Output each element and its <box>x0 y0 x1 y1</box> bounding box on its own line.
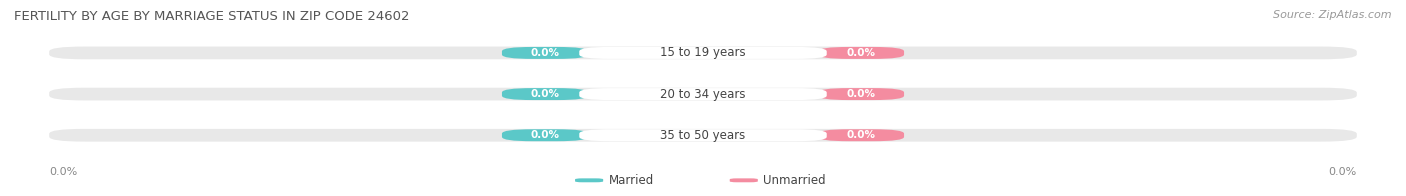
FancyBboxPatch shape <box>502 88 588 100</box>
FancyBboxPatch shape <box>818 88 904 100</box>
Text: Source: ZipAtlas.com: Source: ZipAtlas.com <box>1274 10 1392 20</box>
FancyBboxPatch shape <box>818 47 904 59</box>
FancyBboxPatch shape <box>49 47 1357 59</box>
FancyBboxPatch shape <box>579 47 827 59</box>
FancyBboxPatch shape <box>818 129 904 141</box>
Text: 35 to 50 years: 35 to 50 years <box>661 129 745 142</box>
FancyBboxPatch shape <box>575 178 603 182</box>
Text: 0.0%: 0.0% <box>846 130 876 140</box>
FancyBboxPatch shape <box>49 129 1357 142</box>
FancyBboxPatch shape <box>730 178 758 182</box>
Text: 0.0%: 0.0% <box>530 48 560 58</box>
FancyBboxPatch shape <box>579 129 827 141</box>
Text: 0.0%: 0.0% <box>49 167 77 178</box>
Text: 0.0%: 0.0% <box>846 48 876 58</box>
Text: FERTILITY BY AGE BY MARRIAGE STATUS IN ZIP CODE 24602: FERTILITY BY AGE BY MARRIAGE STATUS IN Z… <box>14 10 409 23</box>
Text: 0.0%: 0.0% <box>1329 167 1357 178</box>
FancyBboxPatch shape <box>579 88 827 100</box>
FancyBboxPatch shape <box>502 47 588 59</box>
Text: 15 to 19 years: 15 to 19 years <box>661 46 745 59</box>
Text: 0.0%: 0.0% <box>530 89 560 99</box>
Text: 0.0%: 0.0% <box>846 89 876 99</box>
Text: Unmarried: Unmarried <box>763 174 827 187</box>
FancyBboxPatch shape <box>49 88 1357 101</box>
FancyBboxPatch shape <box>502 129 588 141</box>
Text: 0.0%: 0.0% <box>530 130 560 140</box>
Text: 20 to 34 years: 20 to 34 years <box>661 88 745 101</box>
Text: Married: Married <box>609 174 654 187</box>
